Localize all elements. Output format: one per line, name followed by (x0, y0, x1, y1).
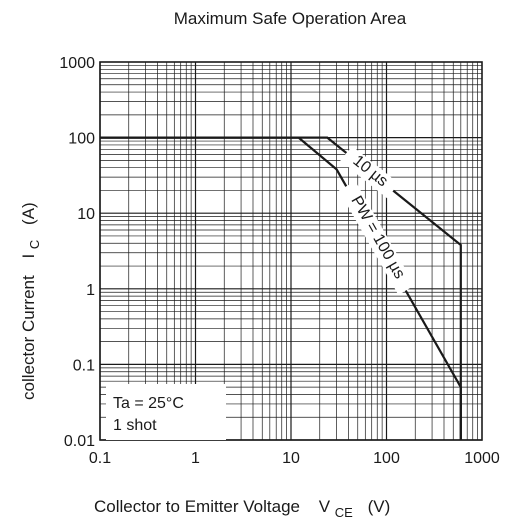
label-10us-bg (340, 145, 399, 199)
y-axis-title-sub: C (27, 240, 42, 249)
series-line-2 (100, 136, 462, 440)
chart-title: Maximum Safe Operation Area (174, 9, 407, 28)
x-tick-label: 1 (191, 450, 200, 467)
x-axis-title: Collector to Emitter Voltage V CE (V) (94, 497, 390, 521)
y-tick-label: 10 (77, 206, 95, 223)
y-tick-label: 1000 (59, 55, 95, 72)
label-100us-bg (338, 181, 415, 295)
condition-ta: Ta = 25°C (113, 395, 184, 412)
label-100us: PW = 100 µs (347, 193, 408, 282)
condition-box (106, 384, 226, 440)
x-axis-title-symbol: V (319, 497, 331, 516)
x-tick-label: 10 (282, 450, 300, 467)
y-tick-label: 1 (86, 282, 95, 299)
y-tick-label: 0.1 (73, 357, 95, 374)
plot-curves (100, 136, 462, 440)
x-tick-label: 1000 (464, 450, 500, 467)
y-axis-title-main: collector Current (19, 275, 38, 400)
condition-shot: 1 shot (113, 417, 157, 434)
x-axis-title-main: Collector to Emitter Voltage (94, 497, 300, 516)
plot-frame (99, 61, 483, 441)
x-axis-title-sub: CE (335, 505, 353, 520)
x-tick-label: 100 (373, 450, 400, 467)
x-tick-label: 0.1 (89, 450, 111, 467)
y-axis-title: collector Current I C (A) (19, 202, 43, 400)
y-axis-title-unit: (A) (19, 202, 38, 225)
y-axis-title-symbol: I (19, 254, 38, 259)
x-axis-title-unit: (V) (368, 497, 391, 516)
y-tick-label: 100 (68, 131, 95, 148)
y-tick-label: 0.01 (64, 433, 95, 450)
plot-grid (99, 61, 483, 441)
